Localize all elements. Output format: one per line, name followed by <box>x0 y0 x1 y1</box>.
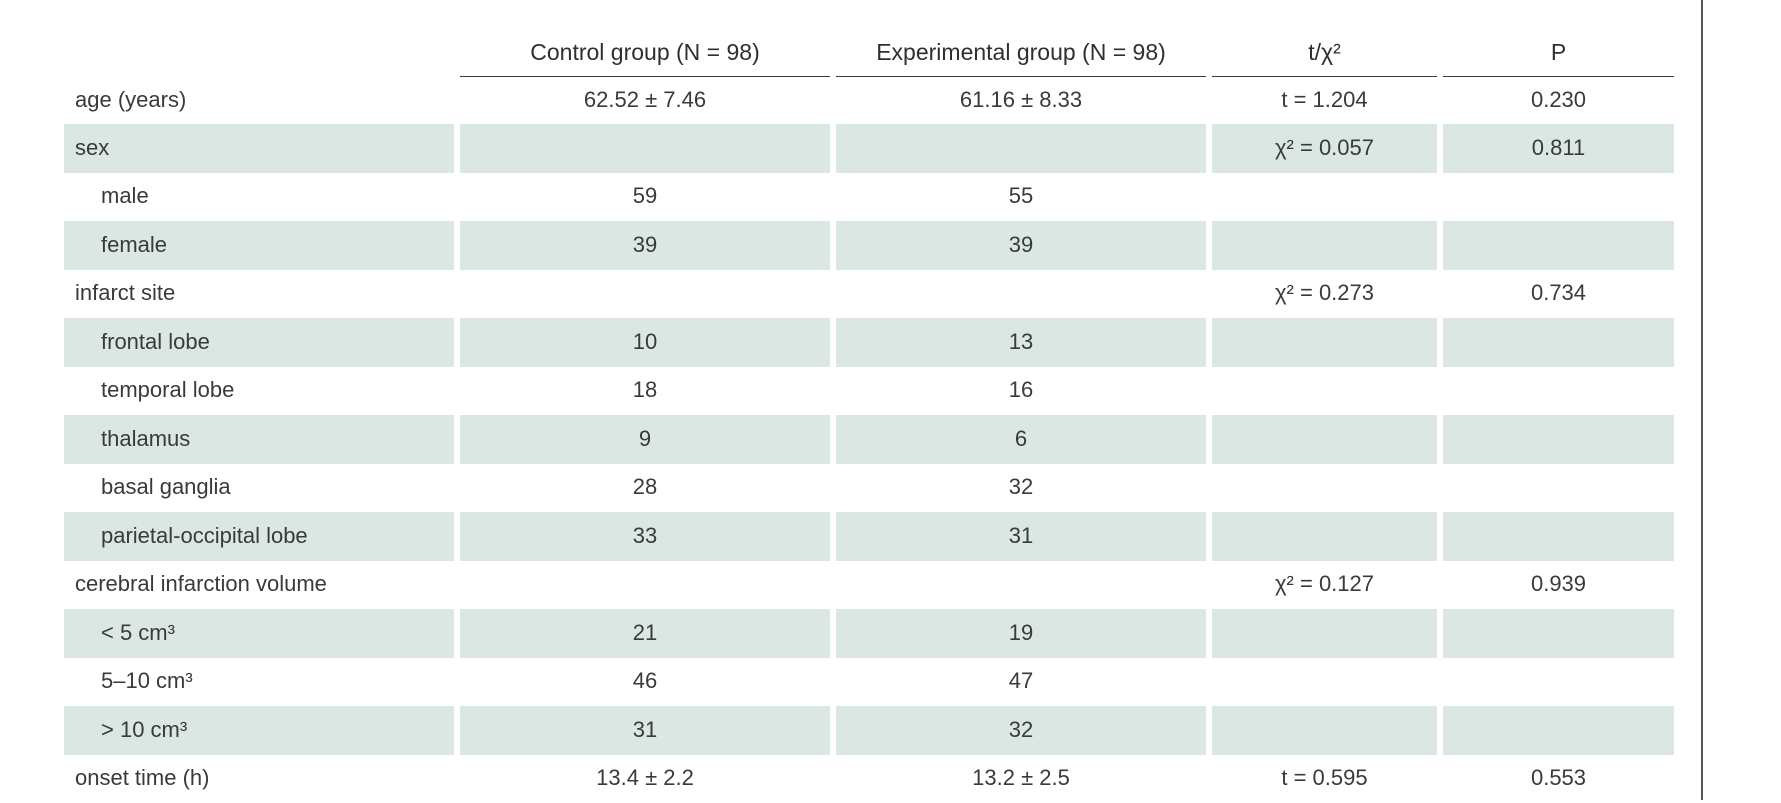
p-value <box>1443 658 1674 707</box>
test-statistic-value <box>1212 464 1437 513</box>
test-statistic-value <box>1212 367 1437 416</box>
header-variable <box>64 28 454 77</box>
table-header: Control group (N = 98) Experimental grou… <box>64 28 1674 77</box>
row-label: parietal-occipital lobe <box>64 512 454 561</box>
p-value <box>1443 512 1674 561</box>
control-value: 9 <box>460 415 830 464</box>
control-value: 33 <box>460 512 830 561</box>
control-value: 31 <box>460 706 830 755</box>
control-value: 18 <box>460 367 830 416</box>
test-statistic-value <box>1212 609 1437 658</box>
test-statistic-value: χ² = 0.127 <box>1212 561 1437 610</box>
test-statistic-value <box>1212 512 1437 561</box>
row-label: < 5 cm³ <box>64 609 454 658</box>
p-value <box>1443 609 1674 658</box>
test-statistic-value <box>1212 706 1437 755</box>
experimental-value <box>836 561 1206 610</box>
row-label: 5–10 cm³ <box>64 658 454 707</box>
control-value: 21 <box>460 609 830 658</box>
test-statistic-value: χ² = 0.273 <box>1212 270 1437 319</box>
control-value: 13.4 ± 2.2 <box>460 755 830 803</box>
experimental-value: 16 <box>836 367 1206 416</box>
control-value: 59 <box>460 173 830 222</box>
experimental-value: 6 <box>836 415 1206 464</box>
test-statistic-value <box>1212 415 1437 464</box>
control-value: 39 <box>460 221 830 270</box>
experimental-value: 13 <box>836 318 1206 367</box>
row-label: basal ganglia <box>64 464 454 513</box>
header-row: Control group (N = 98) Experimental grou… <box>64 28 1674 77</box>
row-label: infarct site <box>64 270 454 319</box>
experimental-value: 32 <box>836 464 1206 513</box>
p-value: 0.230 <box>1443 77 1674 124</box>
test-statistic-value <box>1212 173 1437 222</box>
header-p-value: P <box>1443 28 1674 77</box>
experimental-value: 13.2 ± 2.5 <box>836 755 1206 803</box>
p-value: 0.811 <box>1443 124 1674 173</box>
control-value <box>460 124 830 173</box>
control-value <box>460 561 830 610</box>
experimental-value: 39 <box>836 221 1206 270</box>
test-statistic-value: t = 0.595 <box>1212 755 1437 803</box>
header-experimental-group: Experimental group (N = 98) <box>836 28 1206 77</box>
row-label: cerebral infarction volume <box>64 561 454 610</box>
p-value <box>1443 464 1674 513</box>
experimental-value: 47 <box>836 658 1206 707</box>
row-label: age (years) <box>64 77 454 124</box>
row-label: sex <box>64 124 454 173</box>
header-control-group: Control group (N = 98) <box>460 28 830 77</box>
experimental-value: 32 <box>836 706 1206 755</box>
p-value <box>1443 173 1674 222</box>
row-label: onset time (h) <box>64 755 454 803</box>
control-value: 62.52 ± 7.46 <box>460 77 830 124</box>
p-value <box>1443 318 1674 367</box>
experimental-value: 55 <box>836 173 1206 222</box>
p-value <box>1443 221 1674 270</box>
row-label: male <box>64 173 454 222</box>
data-table: Control group (N = 98) Experimental grou… <box>58 28 1680 803</box>
row-label: frontal lobe <box>64 318 454 367</box>
test-statistic-value <box>1212 658 1437 707</box>
p-value: 0.939 <box>1443 561 1674 610</box>
experimental-value: 31 <box>836 512 1206 561</box>
control-value: 10 <box>460 318 830 367</box>
test-statistic-value: t = 1.204 <box>1212 77 1437 124</box>
row-label: temporal lobe <box>64 367 454 416</box>
control-value <box>460 270 830 319</box>
experimental-value: 19 <box>836 609 1206 658</box>
row-label: > 10 cm³ <box>64 706 454 755</box>
test-statistic-value <box>1212 221 1437 270</box>
test-statistic-value: χ² = 0.057 <box>1212 124 1437 173</box>
control-value: 46 <box>460 658 830 707</box>
experimental-value <box>836 124 1206 173</box>
p-value: 0.553 <box>1443 755 1674 803</box>
row-label: female <box>64 221 454 270</box>
control-value: 28 <box>460 464 830 513</box>
experimental-value: 61.16 ± 8.33 <box>836 77 1206 124</box>
header-test-statistic: t/χ² <box>1212 28 1437 77</box>
p-value <box>1443 415 1674 464</box>
row-label: thalamus <box>64 415 454 464</box>
p-value <box>1443 706 1674 755</box>
p-value <box>1443 367 1674 416</box>
p-value: 0.734 <box>1443 270 1674 319</box>
experimental-value <box>836 270 1206 319</box>
test-statistic-value <box>1212 318 1437 367</box>
